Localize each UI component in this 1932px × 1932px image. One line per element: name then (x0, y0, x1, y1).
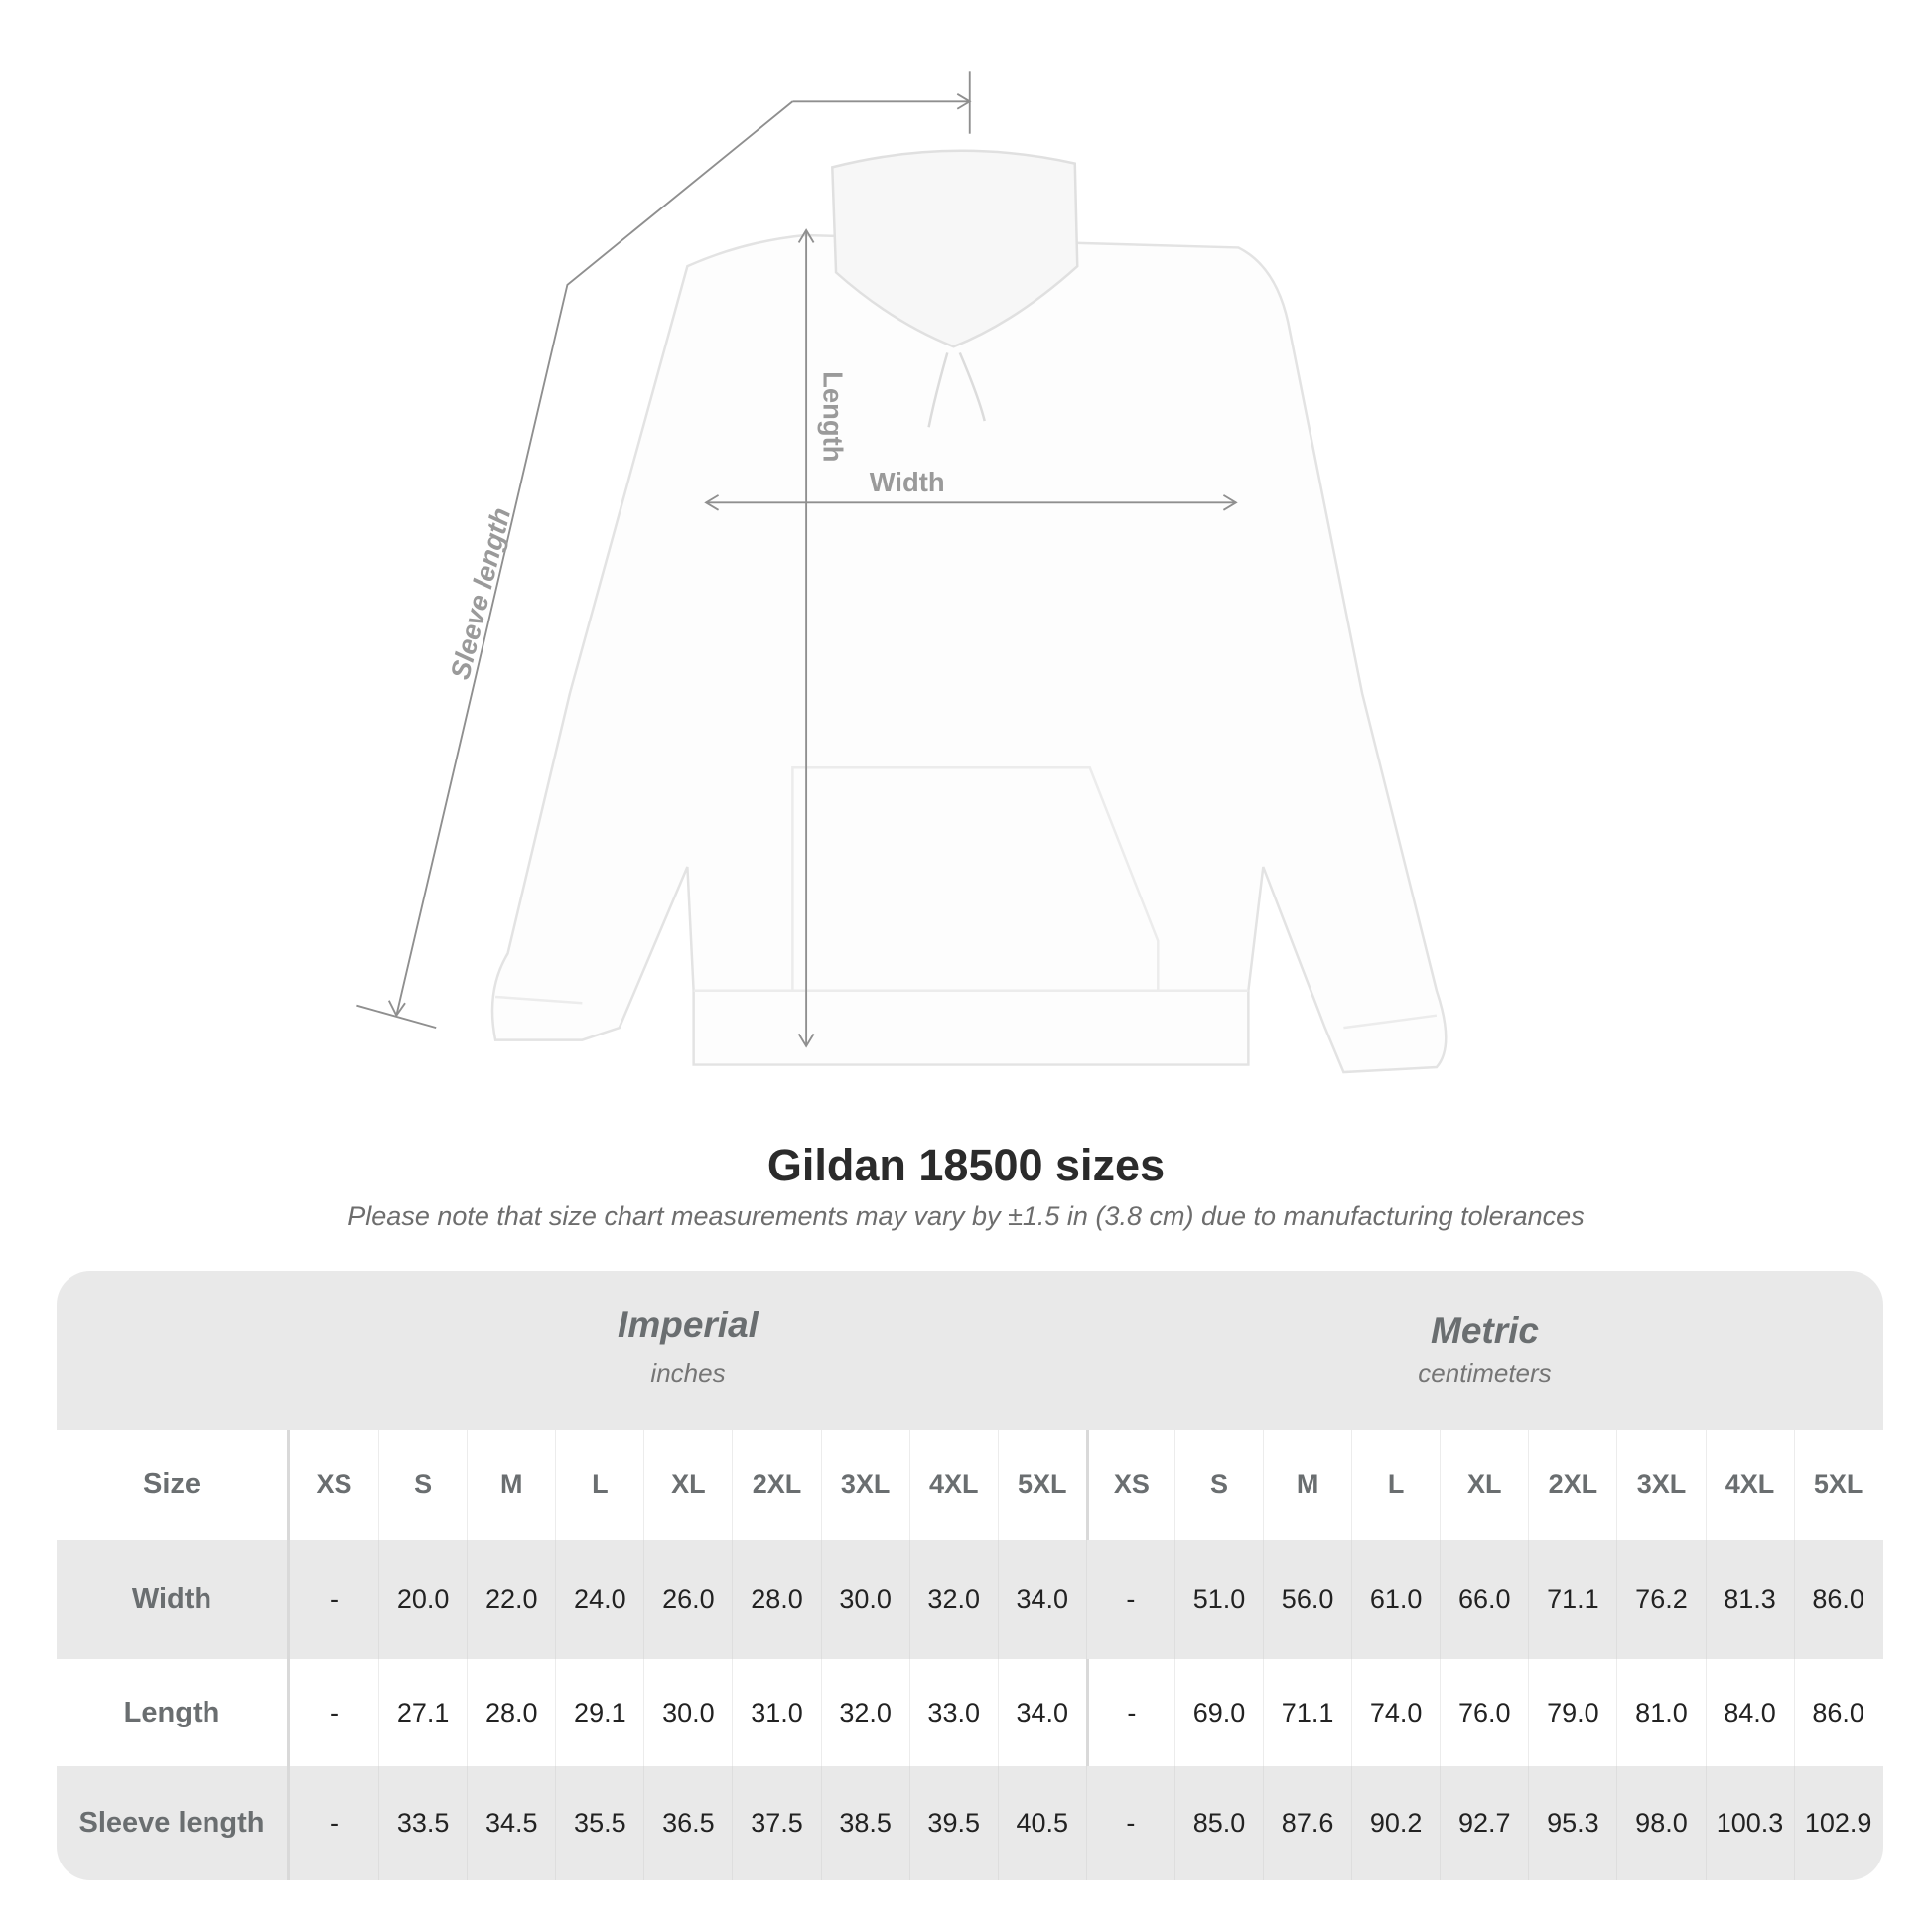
table-cell: 74.0 (1351, 1659, 1440, 1766)
table-cell: - (1085, 1659, 1174, 1766)
size-header-cell: XS (1085, 1430, 1174, 1540)
table-cell: 33.0 (908, 1659, 998, 1766)
table-cell: 86.0 (1793, 1659, 1882, 1766)
row-label: Length (57, 1659, 290, 1766)
table-cell: 30.0 (820, 1540, 909, 1659)
page-title: Gildan 18500 sizes (766, 1140, 1166, 1190)
table-cell: 27.1 (378, 1659, 467, 1766)
size-header-cell: 2XL (732, 1430, 820, 1540)
table-cell: 90.2 (1351, 1766, 1440, 1880)
table-cell: 34.0 (997, 1540, 1086, 1659)
table-cell: 24.0 (555, 1540, 643, 1659)
length-label: Length (818, 371, 849, 462)
width-line (704, 494, 1238, 511)
table-cell: 98.0 (1616, 1766, 1705, 1880)
size-header-cell: M (1263, 1430, 1351, 1540)
row-label: Width (57, 1540, 290, 1659)
table-cell: 29.1 (555, 1659, 643, 1766)
table-cell: 79.0 (1528, 1659, 1616, 1766)
size-header-cell: 5XL (1793, 1430, 1882, 1540)
table-cell: 81.0 (1616, 1659, 1705, 1766)
length-line (797, 228, 815, 1048)
table-cell: 20.0 (378, 1540, 467, 1659)
table-cell: 84.0 (1705, 1659, 1794, 1766)
size-header-cell: S (378, 1430, 467, 1540)
table-cell: 71.1 (1263, 1659, 1351, 1766)
table-cell: 100.3 (1705, 1766, 1794, 1880)
table-cell: 66.0 (1440, 1540, 1528, 1659)
size-header-cell: XS (316, 1469, 352, 1499)
table-cell: 32.0 (820, 1659, 909, 1766)
size-header-cell: 2XL (1528, 1430, 1616, 1540)
table-cell: 35.5 (555, 1766, 643, 1880)
table-cell: - (330, 1808, 340, 1838)
imperial-unit: inches (650, 1358, 726, 1388)
table-cell: 51.0 (1173, 1540, 1263, 1659)
width-label: Width (870, 467, 945, 497)
table-cell: 30.0 (643, 1659, 732, 1766)
size-header-cell: 3XL (1616, 1430, 1705, 1540)
metric-header: Metric centimeters (1086, 1271, 1883, 1430)
table-cell: - (1085, 1766, 1174, 1880)
table-cell: 61.0 (1351, 1540, 1440, 1659)
size-header-cell: 4XL (1705, 1430, 1794, 1540)
hoodie-measurement-diagram: Sleeve length Length Width (356, 71, 1448, 1074)
size-header-cell: L (555, 1430, 643, 1540)
size-header-cell: L (1351, 1430, 1440, 1540)
table-cell: 28.0 (732, 1540, 820, 1659)
table-cell: 34.5 (467, 1766, 555, 1880)
table-cell: 22.0 (467, 1540, 555, 1659)
table-cell: - (330, 1697, 340, 1727)
size-header-cell: XL (643, 1430, 732, 1540)
table-cell: 38.5 (820, 1766, 909, 1880)
table-cell: 37.5 (732, 1766, 820, 1880)
table-row: Sleeve length - 33.5 34.5 35.5 36.5 37.5 38.5 39… (57, 1766, 1883, 1880)
table-cell: 76.2 (1616, 1540, 1705, 1659)
table-cell: 26.0 (643, 1540, 732, 1659)
table-cell: 69.0 (1173, 1659, 1263, 1766)
table-cell: 92.7 (1440, 1766, 1528, 1880)
table-cell: 33.5 (378, 1766, 467, 1880)
table-cell: 87.6 (1263, 1766, 1351, 1880)
table-cell: 31.0 (732, 1659, 820, 1766)
size-header-cell: S (1173, 1430, 1263, 1540)
table-cell: 39.5 (908, 1766, 998, 1880)
table-cell: 95.3 (1528, 1766, 1616, 1880)
imperial-header: Imperial inches (290, 1271, 1086, 1430)
size-table: Imperial inches Metric centimeters Size X… (57, 1271, 1883, 1880)
table-cell: 36.5 (643, 1766, 732, 1880)
table-row: Length -27.1 28.0 29.1 30.0 31.0 32.0 33.0 34.0-… (57, 1659, 1883, 1766)
row-label: Sleeve length (57, 1766, 290, 1880)
table-cell: 71.1 (1528, 1540, 1616, 1659)
table-cell: 32.0 (908, 1540, 998, 1659)
sleeve-length-line (356, 71, 972, 1030)
table-cell: 85.0 (1173, 1766, 1263, 1880)
table-cell: 102.9 (1793, 1766, 1882, 1880)
size-header-row: Size XS S M L XL 2XL 3XL 4XL 5XL XS S M L XL 2XL 3XL 4XL 5… (57, 1430, 1883, 1540)
tolerance-note: Please note that size chart measurements… (347, 1201, 1585, 1231)
imperial-title: Imperial (618, 1305, 759, 1345)
table-cell: 34.0 (997, 1659, 1086, 1766)
size-header-cell: 3XL (820, 1430, 909, 1540)
row-label: Size (57, 1430, 290, 1540)
table-cell: 86.0 (1793, 1540, 1882, 1659)
size-header-cell: 5XL (997, 1430, 1086, 1540)
table-cell: 40.5 (997, 1766, 1086, 1880)
table-cell: 76.0 (1440, 1659, 1528, 1766)
table-cell: 81.3 (1705, 1540, 1794, 1659)
metric-title: Metric (1431, 1311, 1539, 1351)
table-cell: 28.0 (467, 1659, 555, 1766)
size-header-cell: 4XL (908, 1430, 998, 1540)
table-cell: - (330, 1584, 340, 1614)
hoodie-illustration (490, 149, 1448, 1074)
metric-unit: centimeters (1418, 1358, 1552, 1388)
size-header-cell: XL (1440, 1430, 1528, 1540)
size-header-cell: M (467, 1430, 555, 1540)
table-cell: - (1085, 1540, 1174, 1659)
table-cell: 56.0 (1263, 1540, 1351, 1659)
table-row: Width -20.0 22.0 24.0 26.0 28.0 30.0 32.0 34.0-5… (57, 1540, 1883, 1659)
sleeve-length-label: Sleeve length (444, 504, 516, 682)
